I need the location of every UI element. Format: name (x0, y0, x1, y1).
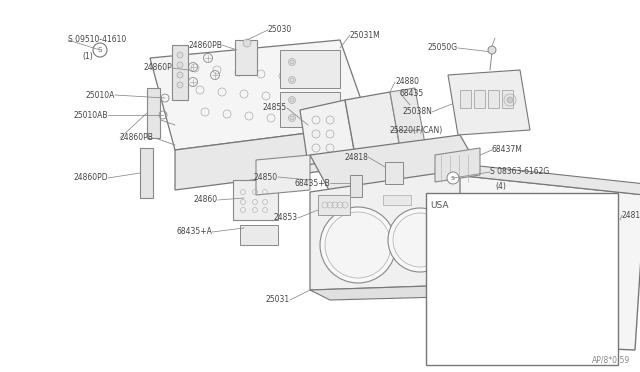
Text: S 09510-41610: S 09510-41610 (68, 35, 126, 45)
Circle shape (393, 213, 447, 267)
Polygon shape (318, 195, 350, 215)
Circle shape (507, 97, 513, 103)
Text: 24818: 24818 (344, 153, 368, 161)
Text: 24860PB: 24860PB (120, 134, 154, 142)
Polygon shape (310, 170, 460, 290)
Circle shape (488, 46, 496, 54)
Polygon shape (448, 70, 530, 135)
Bar (240, 225, 278, 245)
Polygon shape (435, 148, 480, 182)
Text: 24860PB: 24860PB (188, 41, 222, 49)
Text: 25030: 25030 (268, 26, 292, 35)
Circle shape (243, 39, 251, 47)
Circle shape (177, 82, 183, 88)
Text: 25031: 25031 (266, 295, 290, 305)
Bar (147, 88, 160, 138)
Text: (4): (4) (495, 182, 506, 191)
Circle shape (290, 78, 294, 82)
Polygon shape (150, 40, 370, 150)
Polygon shape (256, 155, 310, 195)
Bar (488, 90, 499, 108)
Text: 68435: 68435 (400, 89, 424, 97)
Text: 68435+B: 68435+B (294, 179, 330, 187)
Bar (502, 90, 513, 108)
Text: 24850: 24850 (254, 173, 278, 182)
Bar (385, 162, 403, 184)
Circle shape (325, 212, 391, 278)
Polygon shape (345, 92, 400, 155)
Circle shape (93, 43, 107, 57)
Text: 25038N: 25038N (402, 108, 432, 116)
Circle shape (320, 207, 396, 283)
Text: 24860: 24860 (194, 196, 218, 205)
Polygon shape (175, 125, 370, 190)
Text: 24855: 24855 (263, 103, 287, 112)
Text: 24860P: 24860P (143, 64, 172, 73)
Text: 25050G: 25050G (428, 44, 458, 52)
Text: 25010A: 25010A (86, 90, 115, 99)
Text: 25820(F/CAN): 25820(F/CAN) (390, 125, 444, 135)
Circle shape (290, 60, 294, 64)
Bar (235, 40, 257, 75)
Circle shape (290, 116, 294, 120)
Bar (350, 175, 362, 197)
Polygon shape (310, 135, 480, 192)
Circle shape (177, 72, 183, 78)
Text: 24853: 24853 (274, 214, 298, 222)
Text: 24860PD: 24860PD (74, 173, 108, 183)
Bar (426, 193, 618, 365)
Bar (460, 90, 471, 108)
Bar (280, 92, 340, 127)
Text: AP/8*0:59: AP/8*0:59 (592, 356, 630, 365)
Bar (140, 148, 153, 198)
Text: S: S (451, 176, 455, 180)
Circle shape (177, 62, 183, 68)
Text: 25031M: 25031M (350, 31, 381, 39)
Polygon shape (440, 175, 640, 350)
Polygon shape (300, 100, 355, 165)
Text: (1): (1) (82, 52, 93, 61)
Circle shape (177, 52, 183, 58)
Polygon shape (535, 270, 555, 295)
Polygon shape (390, 88, 425, 148)
Text: 24813: 24813 (622, 211, 640, 219)
Bar (280, 50, 340, 88)
Bar (383, 195, 411, 205)
Circle shape (388, 208, 452, 272)
Bar (233, 180, 278, 220)
Text: 68437M: 68437M (492, 145, 523, 154)
Text: USA: USA (431, 202, 449, 211)
Polygon shape (455, 165, 640, 195)
Text: S 08363-6162G: S 08363-6162G (490, 167, 549, 176)
Text: S: S (98, 47, 102, 53)
Text: 24880: 24880 (395, 77, 419, 87)
Polygon shape (310, 285, 480, 300)
Circle shape (290, 98, 294, 102)
Text: 68435+A: 68435+A (176, 228, 212, 237)
Circle shape (447, 172, 459, 184)
Bar (172, 45, 188, 100)
Text: 25010AB: 25010AB (74, 110, 108, 119)
Bar (474, 90, 485, 108)
